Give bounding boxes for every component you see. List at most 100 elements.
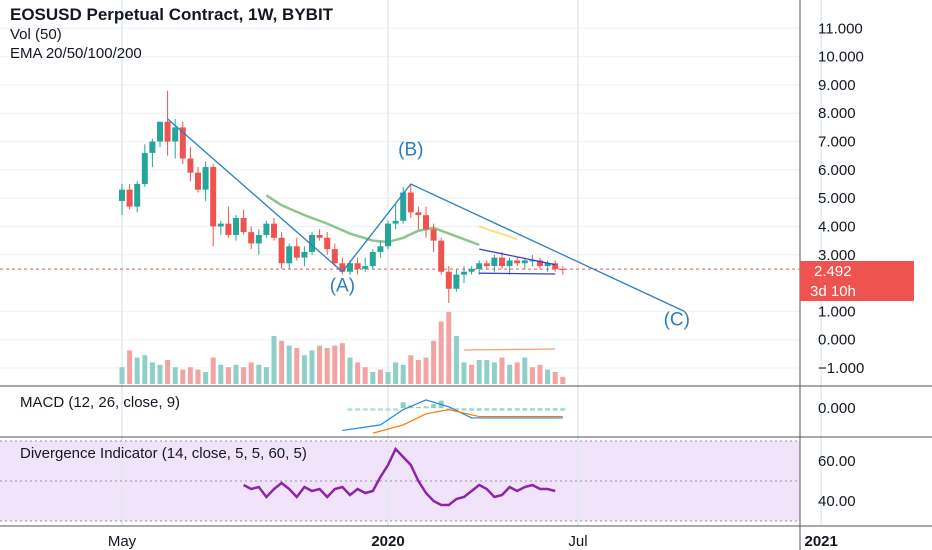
volume-bar: [355, 362, 361, 384]
candle: [149, 138, 156, 168]
candle: [385, 220, 391, 250]
candle-body: [119, 189, 125, 201]
candle: [210, 164, 217, 247]
macd-histogram-bar: [522, 408, 528, 411]
candle: [514, 257, 521, 267]
macd-line: [342, 399, 563, 432]
volume-bar: [263, 367, 269, 384]
candle-body: [423, 215, 429, 230]
volume-bar: [225, 367, 231, 384]
candle-body: [483, 263, 490, 267]
volume-bar: [545, 369, 551, 384]
volume-indicator-label[interactable]: Vol (50): [10, 26, 62, 43]
volume-bar: [157, 364, 163, 384]
candle-body: [339, 263, 346, 272]
macd-histogram-bar: [507, 408, 513, 411]
candle: [423, 206, 429, 238]
macd-histogram-bar: [545, 408, 551, 411]
volume-bar: [362, 367, 368, 384]
candle: [544, 260, 551, 272]
candle: [240, 209, 247, 235]
volume-bar: [415, 360, 421, 384]
candle-body: [164, 121, 171, 142]
candle-body: [544, 263, 551, 267]
candle-body: [369, 251, 376, 267]
candle: [491, 254, 498, 272]
volume-bar: [370, 372, 376, 384]
volume-bar: [446, 312, 452, 384]
triangle-lower-line: [479, 272, 556, 275]
macd-histogram-bar: [423, 406, 429, 409]
macd-histogram-bar: [347, 408, 353, 411]
volume-bar: [560, 376, 566, 384]
price-tick-label: 1.000: [818, 303, 856, 320]
candle: [164, 90, 171, 156]
macd-histogram-bar: [529, 408, 535, 411]
candle-body: [392, 220, 399, 224]
candle-body: [453, 274, 460, 289]
countdown-badge: [800, 281, 914, 301]
bar-countdown: 3d 10h: [810, 283, 856, 300]
candle: [195, 167, 201, 193]
candle-body: [141, 152, 148, 185]
volume-bar: [431, 340, 437, 384]
candle: [461, 266, 467, 284]
candle-body: [407, 192, 414, 213]
chart-title: EOSUSD Perpetual Contract, 1W, BYBIT: [10, 5, 334, 24]
candle-body: [499, 257, 505, 267]
volume-bar: [309, 350, 315, 384]
price-tick-label: 7.000: [818, 134, 856, 151]
candle-body: [316, 234, 323, 238]
candle: [369, 249, 376, 269]
volume-bar: [218, 364, 224, 384]
candle-body: [157, 121, 163, 142]
candle: [126, 184, 133, 210]
macd-histogram-bar: [537, 408, 543, 411]
candle-body: [377, 246, 384, 252]
volume-bar: [469, 364, 475, 384]
candle-body: [217, 223, 224, 227]
triangle-upper-line: [479, 248, 556, 266]
candle: [119, 184, 125, 216]
candle-body: [491, 257, 498, 267]
divergence-tick-label: 60.00: [818, 453, 856, 470]
macd-histogram-bar: [355, 408, 361, 411]
candle-body: [347, 263, 353, 272]
candle-body: [301, 251, 308, 258]
price-tick-label: 11.000: [818, 20, 863, 37]
candle-body: [362, 266, 369, 269]
candle-body: [195, 172, 201, 190]
candle: [278, 232, 285, 269]
candle: [331, 243, 338, 267]
divergence-line: [243, 446, 556, 507]
candle: [445, 266, 452, 303]
volume-bar: [423, 357, 429, 384]
candle-body: [126, 189, 133, 207]
candle-body: [324, 237, 331, 250]
candle: [468, 266, 475, 275]
volume-bar: [393, 362, 399, 384]
candle-body: [430, 229, 437, 241]
candle-body: [514, 260, 521, 264]
divergence-indicator-label[interactable]: Divergence Indicator (14, close, 5, 5, 6…: [20, 445, 307, 462]
price-tick-label: 8.000: [818, 105, 856, 122]
volume-bar: [438, 321, 444, 384]
ema-indicator-label[interactable]: EMA 20/50/100/200: [10, 45, 142, 62]
volume-bar: [522, 357, 528, 384]
volume-bar: [317, 345, 323, 384]
volume-bar: [461, 362, 467, 384]
candle: [521, 257, 528, 269]
volume-bar: [377, 369, 383, 384]
candle: [438, 237, 445, 275]
candle: [134, 181, 141, 213]
candle-body: [278, 237, 285, 264]
time-tick-label: May: [108, 533, 137, 550]
volume-bar: [301, 355, 307, 384]
macd-histogram-bar: [484, 408, 490, 411]
volume-bar: [180, 369, 186, 384]
wave-path-line: [167, 118, 685, 312]
price-tick-label: −1.000: [818, 360, 864, 377]
macd-indicator-label[interactable]: MACD (12, 26, close, 9): [20, 394, 180, 411]
divergence-tick-label: 40.00: [818, 493, 856, 510]
